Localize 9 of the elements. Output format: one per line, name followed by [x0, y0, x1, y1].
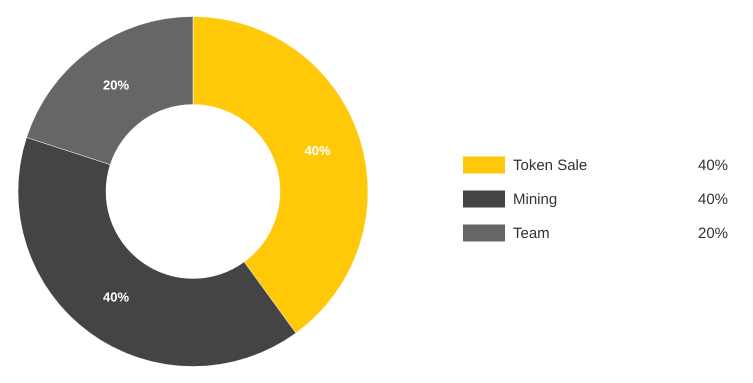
legend-label: Team	[513, 225, 550, 242]
legend-label: Token Sale	[513, 157, 588, 174]
data-label: 40%	[304, 143, 332, 158]
legend-label: Mining	[513, 191, 558, 208]
text: 40%	[698, 191, 728, 208]
text: 20%	[698, 225, 728, 242]
data-label: 40%	[102, 289, 130, 304]
data-label: 20%	[102, 78, 130, 93]
text: 40%	[698, 157, 728, 174]
